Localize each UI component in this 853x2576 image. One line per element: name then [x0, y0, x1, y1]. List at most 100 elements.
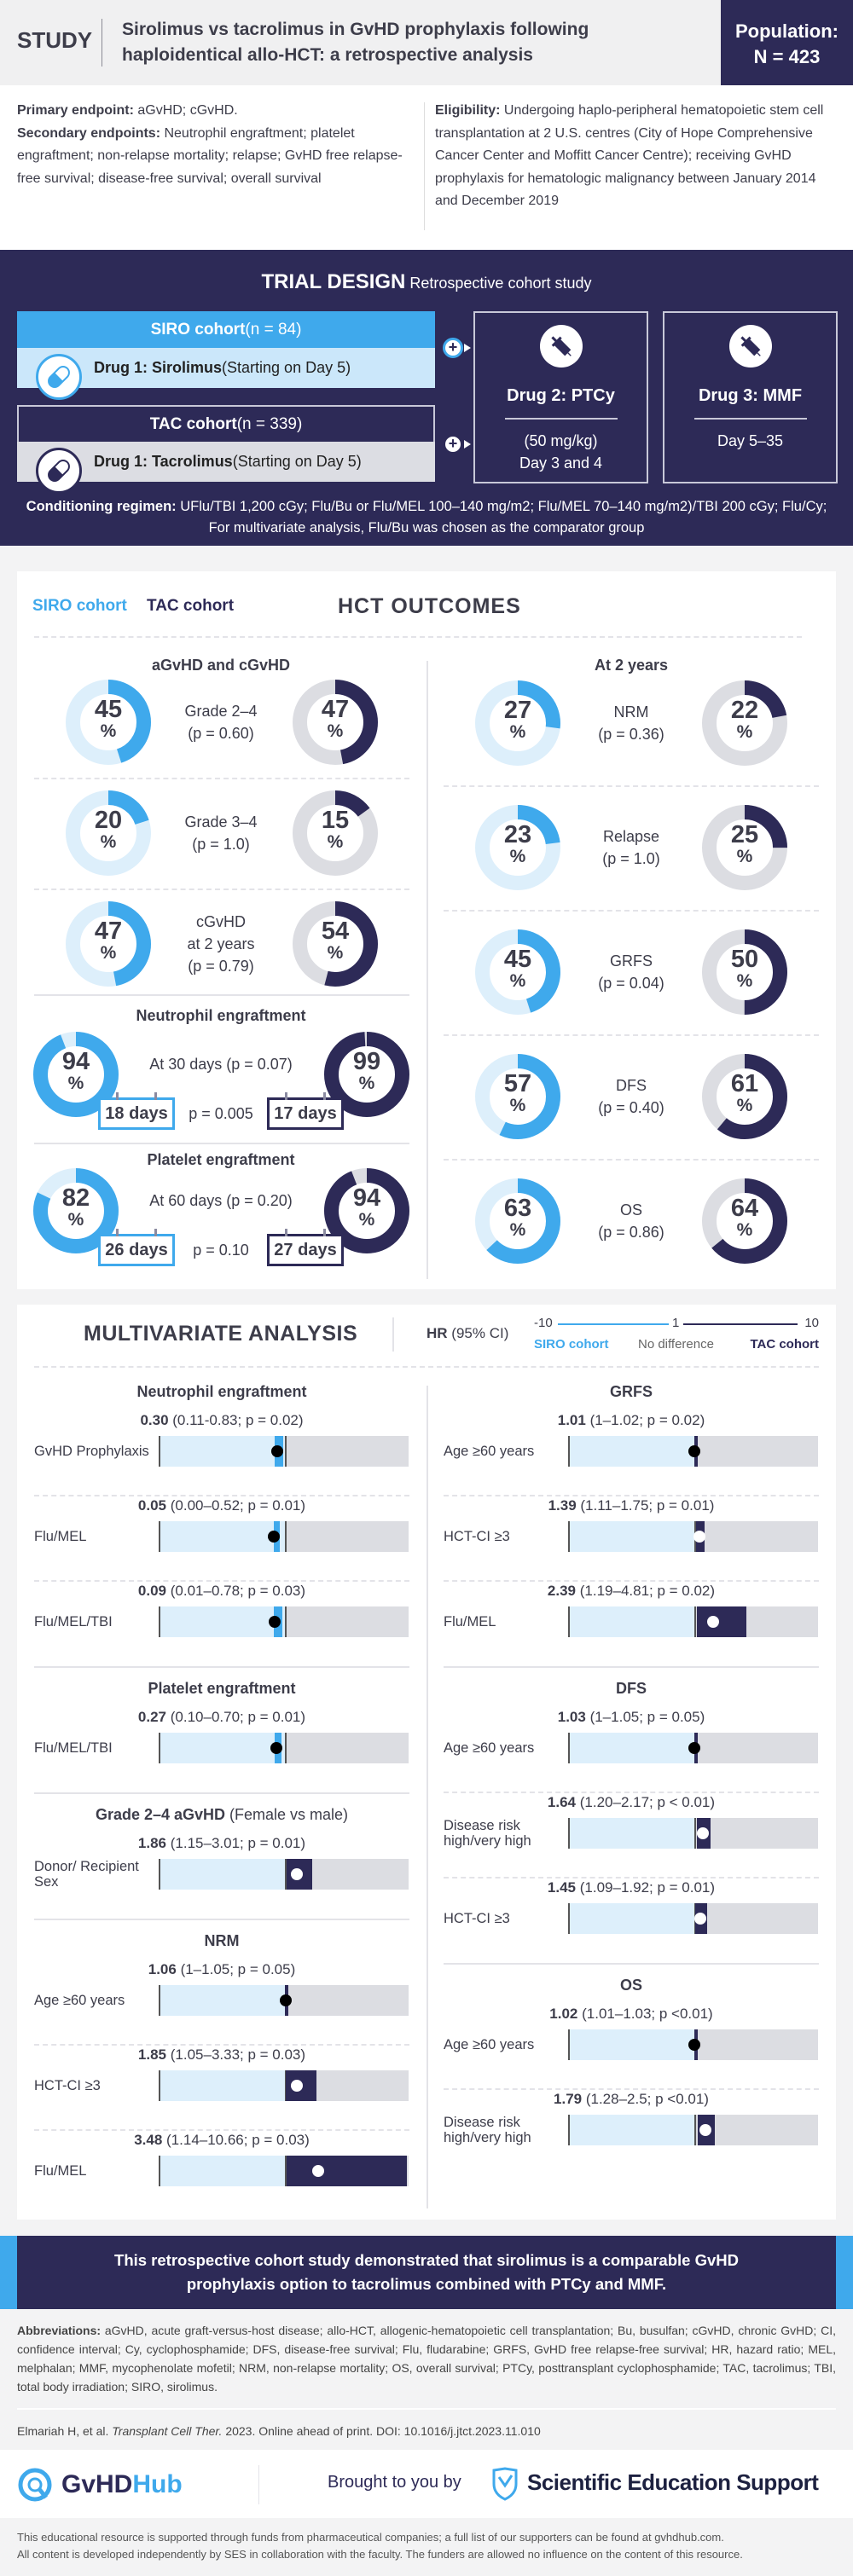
- siro-value: 27: [503, 697, 532, 724]
- conclusion-text: This retrospective cohort study demonstr…: [17, 2236, 836, 2309]
- percent-sign: %: [509, 847, 526, 866]
- citation: Elmariah H, et al. Transplant Cell Ther.…: [17, 2424, 541, 2438]
- percent-sign: %: [736, 971, 753, 991]
- tac-drug-detail: (Starting on Day 5): [232, 453, 362, 470]
- covariate-label: Disease risk high/very high: [444, 2115, 531, 2145]
- outcome-timepoint: at 2 years: [187, 935, 255, 952]
- covariate-label: Age ≥60 years: [444, 2037, 535, 2052]
- hr-text: 1.01 (1–1.02; p = 0.02): [444, 1412, 819, 1429]
- citation-details[interactable]: 2023. Online ahead of print. DOI: 10.101…: [222, 2424, 541, 2438]
- percent-sign: %: [100, 721, 117, 741]
- tac-favour-region: [694, 1818, 818, 1849]
- percent-sign: %: [509, 1220, 526, 1240]
- percent-sign: %: [67, 1074, 84, 1093]
- percent-sign: %: [358, 1210, 375, 1230]
- ses-logo-text[interactable]: Scientific Education Support: [527, 2469, 819, 2495]
- scale-max: 10: [804, 1316, 819, 1330]
- eligibility-label: Eligibility:: [435, 103, 501, 118]
- forest-track: [159, 1985, 409, 2016]
- pill-icon: [36, 354, 82, 400]
- siro-favour-region: [160, 1859, 285, 1890]
- forest-track: [159, 2156, 409, 2186]
- siro-value: 63: [503, 1195, 532, 1222]
- forest-row: 1.39 (1.11–1.75; p = 0.01) HCT-CI ≥3: [444, 1495, 819, 1581]
- outcome-label: cGvHD at 2 years (p = 0.79): [136, 911, 306, 977]
- siro-favour-region: [570, 1606, 694, 1637]
- tac-value: 47: [321, 696, 350, 723]
- forest-row: 1.64 (1.20–2.17; p < 0.01) Disease risk h…: [444, 1792, 819, 1878]
- hr-point: [290, 2080, 303, 2092]
- hr-point: [697, 1827, 710, 1839]
- percent-sign: %: [736, 1096, 753, 1115]
- hr-point: [279, 1994, 292, 2006]
- percent-sign: %: [509, 1096, 526, 1115]
- brought-to-you-by: Brought to you by: [328, 2473, 461, 2492]
- siro-favour-region: [570, 2029, 694, 2060]
- hr-value: 1.02: [549, 2006, 578, 2022]
- eligibility-text: Undergoing haplo-peripheral hematopoieti…: [435, 103, 824, 208]
- forest-row: 1.85 (1.05–3.33; p = 0.03) HCT-CI ≥3: [34, 2044, 409, 2130]
- gvhdhub-logo[interactable]: GvHD Hub: [17, 2467, 183, 2503]
- hr-ci-detail: (1–1.05; p = 0.05): [176, 1961, 296, 1977]
- percent-sign: %: [327, 721, 344, 741]
- siro-favour-region: [160, 1436, 285, 1467]
- covariate-label: Flu/MEL: [34, 2163, 87, 2179]
- divider: [444, 1034, 819, 1036]
- divider: [693, 418, 807, 420]
- divider: [504, 418, 618, 420]
- population-badge: Population: N = 423: [721, 0, 853, 85]
- siro-drug: Drug 1: Sirolimus: [94, 359, 223, 376]
- platelet-title: Platelet engraftment: [147, 1151, 295, 1168]
- study-title: Sirolimus vs tacrolimus in GvHD prophyla…: [122, 20, 589, 65]
- siro-donut: 47%: [66, 901, 151, 987]
- forest-group-title: NRM: [34, 1920, 409, 1959]
- forest-group: Grade 2–4 aGvHD (Female vs male) 1.86 (1.…: [34, 1792, 409, 1919]
- endpoints: Primary endpoint: aGvHD; cGvHD. Secondar…: [17, 100, 418, 190]
- multivariate-card: MULTIVARIATE ANALYSIS HR (95% CI) -10 1 …: [17, 1305, 836, 2220]
- outcome-label: Grade 2–4 (p = 0.60): [136, 700, 306, 744]
- hr-value: 2.39: [547, 1583, 577, 1599]
- tac-cohort-box: TAC cohort (n = 339) Drug 1: Tacrolimus …: [17, 405, 471, 494]
- hr-text: 3.48 (1.14–10.66; p = 0.03): [34, 2132, 409, 2149]
- siro-donut: 27%: [475, 680, 560, 766]
- siro-days-badge: 26 days: [98, 1229, 175, 1266]
- hr-text: 0.30 (0.11-0.83; p = 0.02): [34, 1412, 409, 1429]
- secondary-endpoints-text: Neutrophil engraftment; platelet engraft…: [17, 125, 403, 186]
- hr-point: [694, 1913, 707, 1925]
- plus-icon: +: [443, 338, 471, 358]
- siro-value: 45: [503, 946, 532, 973]
- siro-value: 23: [503, 821, 532, 848]
- hr-point: [290, 1868, 303, 1880]
- forest-track: [568, 1733, 818, 1763]
- p-value: (p = 1.0): [192, 836, 250, 853]
- group-title: OS: [619, 1977, 642, 1994]
- tac-cohort-label: TAC cohort: [149, 414, 237, 433]
- forest-group-title: Grade 2–4 aGvHD (Female vs male): [34, 1794, 409, 1833]
- study-label: STUDY: [17, 27, 93, 53]
- hr-value: 1.64: [547, 1794, 577, 1810]
- secondary-endpoints-label: Secondary endpoints:: [17, 125, 161, 141]
- hr-ci-detail: (0.10–0.70; p = 0.01): [166, 1709, 306, 1725]
- divider: [258, 2465, 259, 2504]
- outcome-name: Grade 2–4: [184, 703, 258, 720]
- tac-value: 99: [352, 1048, 381, 1075]
- hr-scale-legend: -10 1 10 SIRO cohort No difference TAC c…: [534, 1316, 819, 1353]
- divider: [34, 1143, 409, 1144]
- hr-point: [268, 1616, 281, 1628]
- tac-donut: 54%: [293, 901, 378, 987]
- forest-group-title: Neutrophil engraftment: [34, 1371, 409, 1410]
- citation-journal: Transplant Cell Ther.: [112, 2424, 223, 2438]
- hr-ci-label: (95% CI): [447, 1325, 509, 1341]
- siro-donut: 82%: [33, 1168, 119, 1253]
- hr-point: [268, 1531, 281, 1543]
- tac-scale-line: [683, 1323, 798, 1325]
- population-value: N = 423: [753, 46, 821, 67]
- hr-text: 1.39 (1.11–1.75; p = 0.01): [444, 1497, 819, 1514]
- forest-track: [568, 1521, 818, 1552]
- forest-track: [568, 2029, 818, 2060]
- siro-value: 82: [61, 1184, 90, 1212]
- hr-ci-detail: (1.01–1.03; p <0.01): [577, 2006, 713, 2022]
- forest-row: 1.86 (1.15–3.01; p = 0.01) Donor/ Recipie…: [34, 1833, 409, 1919]
- drug3-days: Day 5–35: [717, 432, 784, 449]
- hr-value: 1.06: [148, 1961, 177, 1977]
